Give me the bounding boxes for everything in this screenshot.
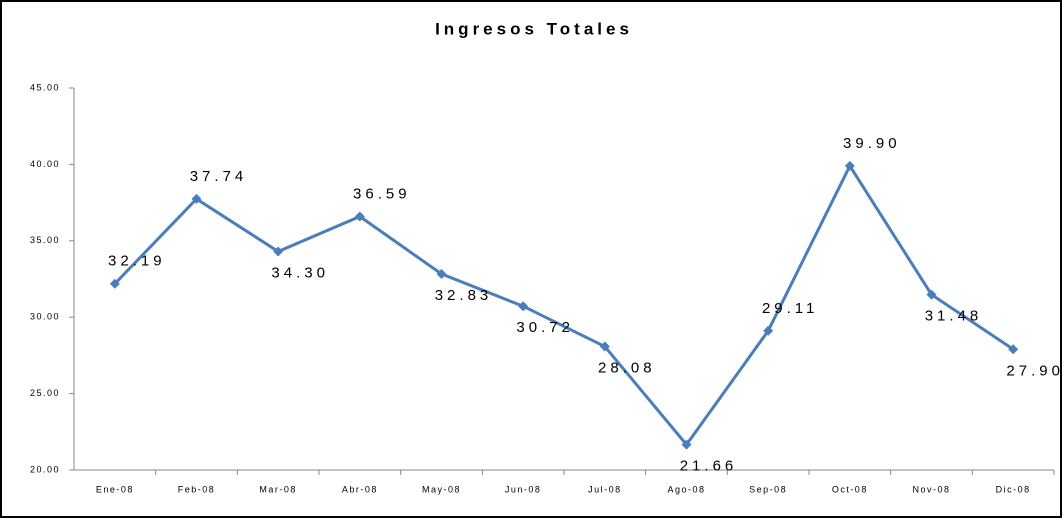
point-marker (926, 289, 937, 300)
x-tick-label: Oct-08 (832, 484, 868, 494)
y-tick-label: 45.00 (30, 82, 60, 92)
y-tick-label: 40.00 (30, 159, 60, 169)
y-tick-label: 35.00 (30, 235, 60, 245)
point-marker (191, 193, 202, 204)
x-tick-label: Mar-08 (259, 484, 297, 494)
x-tick-label: Jun-08 (505, 484, 542, 494)
value-label: 34.30 (271, 264, 329, 281)
point-marker (763, 325, 774, 336)
value-label: 30.72 (516, 319, 574, 336)
value-label: 37.74 (190, 168, 248, 185)
x-tick-label: Jul-08 (588, 484, 622, 494)
x-tick-label: Feb-08 (178, 484, 216, 494)
point-marker (1008, 344, 1019, 355)
value-label: 31.48 (925, 308, 983, 325)
value-label: 21.66 (680, 458, 738, 475)
y-tick-label: 30.00 (30, 312, 60, 322)
value-label: 32.83 (435, 287, 493, 304)
point-marker (273, 246, 284, 257)
point-marker (681, 439, 692, 450)
y-tick-label: 20.00 (30, 464, 60, 474)
y-tick-label: 25.00 (30, 388, 60, 398)
value-label: 28.08 (598, 360, 656, 377)
point-marker (436, 268, 447, 279)
x-tick-label: Ene-08 (96, 484, 134, 494)
value-label: 29.11 (762, 300, 818, 317)
point-marker (599, 341, 610, 352)
point-marker (844, 160, 855, 171)
point-marker (354, 211, 365, 222)
chart-title: Ingresos Totales (435, 19, 633, 38)
point-marker (109, 278, 120, 289)
value-label: 27.90 (1006, 362, 1064, 379)
value-label: 39.90 (843, 135, 901, 152)
x-tick-label: Abr-08 (342, 484, 378, 494)
x-tick-label: Sep-08 (749, 484, 787, 494)
value-label: 36.59 (353, 185, 411, 202)
value-label: 32.19 (108, 253, 166, 270)
point-marker (518, 301, 529, 312)
x-tick-label: Ago-08 (667, 484, 705, 494)
x-tick-label: May-08 (422, 484, 461, 494)
x-tick-label: Nov-08 (912, 484, 950, 494)
series-line (113, 162, 1015, 448)
x-tick-label: Dic-08 (996, 484, 1031, 494)
